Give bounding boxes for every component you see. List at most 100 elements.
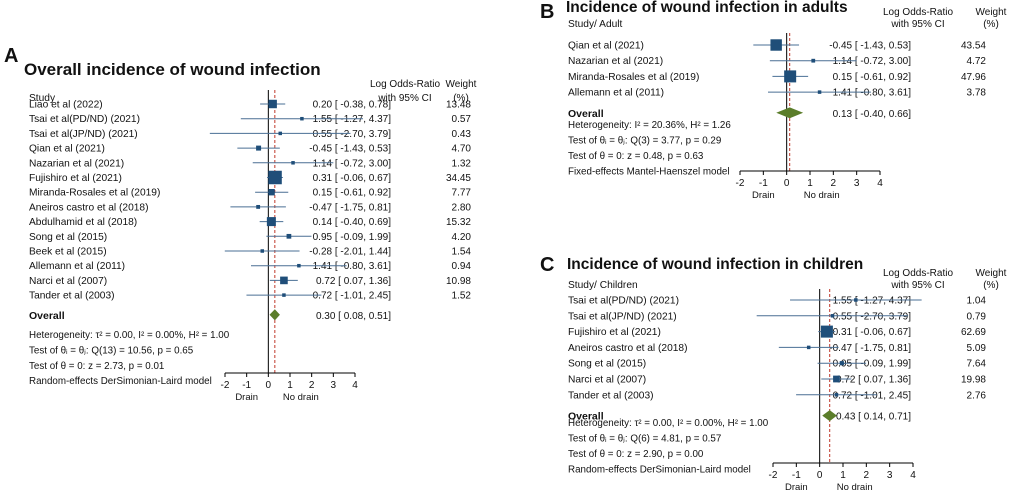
overall-effect-ci: 0.13 [ -0.40, 0.66] [833,109,912,120]
study-effect-ci: 0.95 [ -0.09, 1.99] [313,232,392,243]
model-note: Heterogeneity: τ² = 0.00, I² = 0.00%, H²… [29,330,230,341]
x-axis-tick-label: -1 [242,380,251,391]
model-note: Heterogeneity: I² = 20.36%, H² = 1.26 [568,120,731,131]
x-axis-tick-label: 3 [854,178,860,189]
model-note: Test of θᵢ = θⱼ: Q(6) = 4.81, p = 0.57 [568,434,721,445]
model-note: Fixed-effects Mantel-Haenszel model [568,167,730,178]
model-note: Heterogeneity: τ² = 0.00, I² = 0.00%, H²… [568,418,769,429]
overall-diamond [776,107,804,119]
study-marker [854,298,858,302]
study-effect-ci: 0.55 [ -2.70, 3.79] [833,311,912,322]
study-name: Nazarian et al (2021) [568,56,663,67]
column-header-weight-unit: (%) [983,280,999,291]
study-effect-ci: 0.72 [ -1.01, 2.45] [313,291,392,302]
study-weight: 43.54 [961,41,986,52]
study-effect-ci: 1.14 [ -0.72, 3.00] [313,158,392,169]
model-note: Random-effects DerSimonian-Laird model [568,465,751,476]
study-weight: 19.98 [961,375,986,386]
study-marker [300,116,304,121]
study-effect-ci: 0.20 [ -0.38, 0.78] [313,100,392,111]
x-axis-tick-label: 3 [887,470,893,481]
panel-title: Incidence of wound infection in adults [566,0,848,16]
column-header-study: Study [29,93,56,104]
study-effect-ci: 1.55 [ -1.27, 4.37] [313,114,392,125]
column-header-effect-ci: with 95% CI [890,19,944,30]
study-weight: 1.04 [967,296,987,307]
column-header-weight-unit: (%) [983,19,999,30]
study-name: Qian et al (2021) [29,144,105,155]
study-name: Abdulhamid et al (2018) [29,217,137,228]
study-name: Aneiros castro et al (2018) [568,343,687,354]
study-name: Fujishiro et al (2021) [29,173,122,184]
study-effect-ci: -0.45 [ -1.43, 0.53] [309,144,391,155]
study-effect-ci: 0.15 [ -0.61, 0.92] [833,72,912,83]
x-axis-tick-label: 4 [877,178,883,189]
x-axis-tick-label: 0 [817,470,823,481]
overall-label: Overall [568,411,604,423]
study-name: Narci et al (2007) [29,276,107,287]
x-axis-tick-label: 0 [266,380,272,391]
study-marker [266,217,276,227]
study-effect-ci: 0.55 [ -2.70, 3.79] [313,129,392,140]
study-weight: 7.64 [967,359,987,370]
study-weight: 15.32 [446,217,471,228]
study-name: Tsai et al(PD/ND) (2021) [568,296,679,307]
x-axis-tick-label: 3 [331,380,337,391]
column-header-weight: Weight [446,79,477,90]
study-marker [817,90,822,94]
study-effect-ci: -0.28 [ -2.01, 1.44] [309,247,391,258]
study-weight: 0.94 [452,261,472,272]
x-label-drain: Drain [235,392,258,403]
study-weight: 1.32 [452,158,472,169]
study-weight: 4.72 [967,56,987,67]
x-axis-tick-label: -1 [759,178,768,189]
study-marker [278,131,282,136]
panel-title: Incidence of wound infection in children [567,256,863,273]
study-marker [830,314,835,318]
panel-title: Overall incidence of wound infection [24,60,321,79]
study-marker [820,325,833,338]
study-name: Aneiros castro et al (2018) [29,202,148,213]
column-header-weight: Weight [976,7,1007,18]
column-header-effect: Log Odds-Ratio [883,7,953,18]
overall-diamond [269,309,280,321]
study-effect-ci: 1.55 [ -1.27, 4.37] [833,296,912,307]
study-name: Fujishiro et al (2021) [568,327,661,338]
study-effect-ci: 0.14 [ -0.40, 0.69] [313,217,392,228]
x-axis-tick-label: -2 [221,380,230,391]
study-effect-ci: 0.72 [ 0.07, 1.36] [316,276,391,287]
study-weight: 5.09 [967,343,987,354]
study-weight: 4.70 [452,144,472,155]
x-axis-tick-label: 1 [807,178,813,189]
x-label-no-drain: No drain [804,190,840,201]
study-weight: 10.98 [446,276,471,287]
x-axis-tick-label: 2 [309,380,315,391]
study-name: Tander et al (2003) [568,390,654,401]
study-effect-ci: 0.72 [ 0.07, 1.36] [836,375,911,386]
study-name: Liao et al (2022) [29,100,103,111]
column-header-study: Study/ Children [568,280,638,291]
study-name: Narci et al (2007) [568,375,646,386]
study-weight: 4.20 [452,232,472,243]
study-marker [268,170,282,185]
study-marker [297,263,301,268]
study-weight: 7.77 [452,188,472,199]
study-effect-ci: 0.95 [ -0.09, 1.99] [833,359,912,370]
panel-letter: B [540,1,554,23]
study-effect-ci: -0.47 [ -1.75, 0.81] [829,343,911,354]
study-weight: 0.57 [452,114,472,125]
study-name: Song et al (2015) [568,359,646,370]
study-weight: 1.52 [452,291,472,302]
study-marker [260,249,265,253]
study-effect-ci: 0.31 [ -0.06, 0.67] [833,327,912,338]
model-note: Test of θᵢ = θⱼ: Q(3) = 3.77, p = 0.29 [568,136,721,147]
x-label-drain: Drain [752,190,775,201]
study-marker [839,361,844,366]
study-weight: 1.54 [452,247,472,258]
study-marker [282,293,286,297]
x-axis-tick-label: 0 [784,178,790,189]
x-axis-tick-label: 4 [910,470,916,481]
panel-letter: C [540,254,554,276]
panel-a: A Overall incidence of wound infection Stu… [4,45,477,403]
